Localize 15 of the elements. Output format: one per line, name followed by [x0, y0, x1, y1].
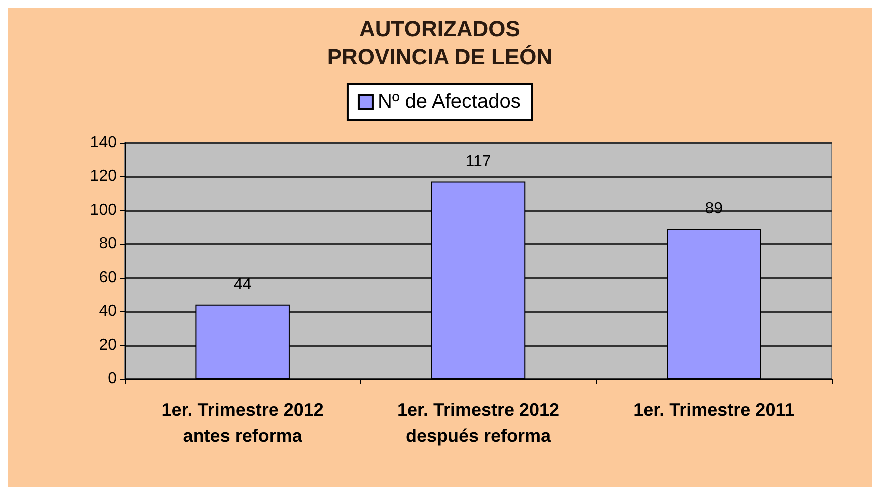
legend-label: Nº de Afectados — [378, 91, 521, 113]
y-tick-label: 80 — [99, 236, 118, 253]
chart-title: AUTORIZADOS PROVINCIA DE LEÓN — [327, 16, 553, 70]
y-tick-label: 40 — [99, 303, 118, 320]
y-tick-label: 20 — [99, 336, 118, 354]
y-tick-label: 60 — [99, 269, 118, 286]
data-label: 117 — [466, 153, 492, 170]
data-label: 44 — [234, 276, 252, 294]
x-tick-label: 1er. Trimestre 2011 — [634, 400, 795, 420]
y-tick-label: 0 — [108, 370, 118, 388]
x-tick-label: 1er. Trimestre 2012 antes reforma — [162, 400, 324, 446]
y-tick-label: 140 — [90, 134, 118, 152]
x-tick-label: 1er. Trimestre 2012 después reforma — [397, 400, 560, 446]
y-tick-label: 100 — [90, 202, 118, 219]
y-tick-label: 120 — [90, 168, 118, 186]
